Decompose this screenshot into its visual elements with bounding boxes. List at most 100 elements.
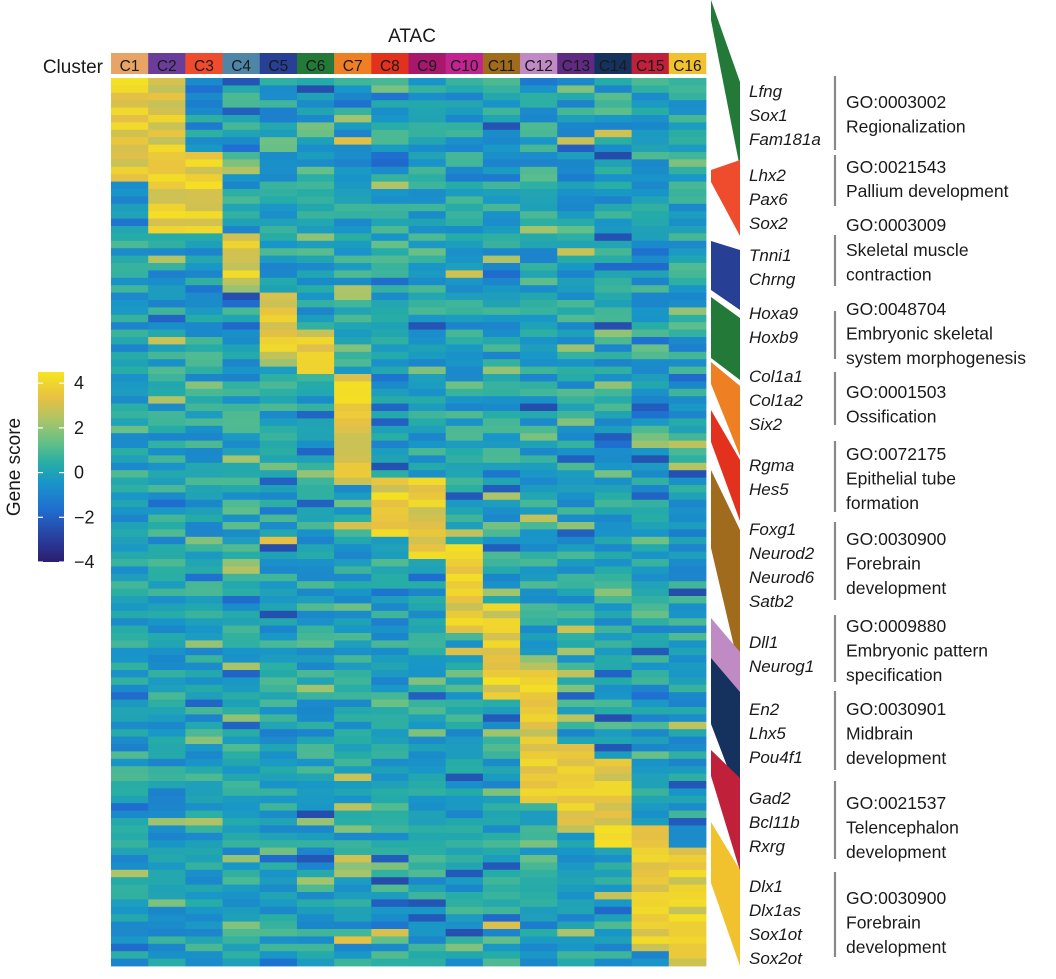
heatmap-cell	[631, 492, 670, 501]
heatmap-cell	[557, 322, 595, 330]
heatmap-cell	[259, 921, 298, 930]
heatmap-cell	[631, 655, 670, 663]
heatmap-cell	[557, 381, 595, 390]
heatmap-cell	[185, 366, 223, 375]
heatmap-cell	[557, 477, 595, 486]
heatmap-cell	[445, 862, 484, 871]
heatmap-cell	[408, 300, 447, 308]
heatmap-cell	[408, 85, 447, 94]
heatmap-cell	[296, 847, 335, 856]
heatmap-cell	[482, 374, 521, 382]
go-term-label: development	[846, 578, 946, 598]
heatmap-cell	[557, 233, 595, 242]
heatmap-cell	[520, 144, 558, 153]
heatmap-cell	[259, 499, 298, 508]
heatmap-cell	[222, 203, 261, 212]
heatmap-cell	[222, 196, 261, 205]
heatmap-cell	[445, 943, 484, 952]
heatmap-cell	[631, 122, 670, 131]
heatmap-cell	[594, 477, 633, 486]
heatmap-cell	[482, 847, 521, 856]
heatmap-cell	[445, 263, 484, 271]
heatmap-cell	[334, 544, 372, 552]
heatmap-cell	[111, 869, 149, 878]
heatmap-cell	[334, 270, 372, 279]
heatmap-cell	[408, 892, 447, 900]
heatmap-cell	[371, 692, 409, 700]
heatmap-cell	[371, 677, 409, 686]
heatmap-cell	[148, 551, 186, 560]
heatmap-cell	[445, 914, 484, 922]
heatmap-cell	[668, 773, 707, 782]
heatmap-cell	[371, 144, 409, 153]
heatmap-cell	[594, 736, 633, 745]
heatmap-cell	[482, 677, 521, 686]
heatmap-cell	[185, 285, 223, 293]
heatmap-cell	[668, 233, 707, 242]
heatmap-cell	[557, 869, 595, 878]
gene-label: Rgma	[749, 456, 794, 475]
heatmap-cell	[185, 174, 223, 182]
heatmap-cell	[557, 684, 595, 693]
heatmap-cell	[259, 226, 298, 234]
heatmap-cell	[668, 603, 707, 612]
heatmap-cell	[334, 129, 372, 138]
heatmap-cell	[148, 536, 186, 545]
heatmap-cell	[222, 936, 261, 945]
heatmap-cell	[445, 603, 484, 612]
heatmap-cell	[296, 211, 335, 219]
heatmap-cell	[631, 411, 670, 419]
go-term-label: Regionalization	[846, 117, 966, 137]
heatmap-cell	[557, 832, 595, 841]
heatmap-cell	[631, 100, 670, 108]
heatmap-cell	[408, 588, 447, 597]
heatmap-cell	[334, 455, 372, 464]
heatmap-cell	[557, 189, 595, 197]
heatmap-cell	[482, 462, 521, 471]
heatmap-cell	[520, 92, 558, 101]
heatmap-cell	[111, 699, 149, 708]
heatmap-cell	[520, 359, 558, 367]
heatmap-cell	[222, 359, 261, 367]
heatmap-cell	[185, 721, 223, 730]
heatmap-cell	[334, 514, 372, 523]
heatmap-cell	[222, 559, 261, 567]
heatmap-cell	[371, 307, 409, 316]
chart-title: ATAC	[388, 26, 436, 47]
heatmap-cell	[668, 403, 707, 412]
gene-label: Neurog1	[749, 657, 814, 676]
heatmap-cell	[408, 307, 447, 316]
heatmap-cell	[111, 588, 149, 597]
heatmap-cell	[408, 270, 447, 279]
heatmap-cell	[148, 847, 186, 856]
heatmap-cell	[111, 766, 149, 774]
heatmap-cell	[668, 92, 707, 101]
gene-label: Fam181a	[749, 130, 821, 149]
heatmap-cell	[371, 366, 409, 375]
heatmap-cell	[482, 803, 521, 811]
heatmap-cell	[482, 781, 521, 789]
heatmap-cell	[148, 440, 186, 449]
heatmap-cell	[594, 670, 633, 678]
heatmap-cell	[296, 388, 335, 397]
heatmap-cell	[334, 144, 372, 153]
heatmap-cell	[334, 818, 372, 826]
heatmap-cell	[631, 277, 670, 286]
heatmap-cell	[222, 529, 261, 538]
heatmap-cell	[371, 107, 409, 116]
heatmap-cell	[296, 344, 335, 353]
cluster-swatch-C11	[482, 53, 521, 74]
heatmap-cell	[185, 832, 223, 841]
heatmap-cell	[371, 418, 409, 427]
cluster-swatch-C9	[408, 53, 446, 74]
heatmap-cell	[520, 115, 558, 123]
heatmap-cell	[334, 277, 372, 286]
heatmap-cell	[296, 773, 335, 782]
heatmap-cell	[408, 351, 447, 360]
heatmap-cell	[594, 581, 633, 589]
heatmap-cell	[557, 285, 595, 293]
heatmap-cell	[148, 374, 186, 382]
heatmap-cell	[631, 107, 670, 116]
heatmap-cell	[222, 329, 261, 338]
heatmap-cell	[296, 159, 335, 168]
